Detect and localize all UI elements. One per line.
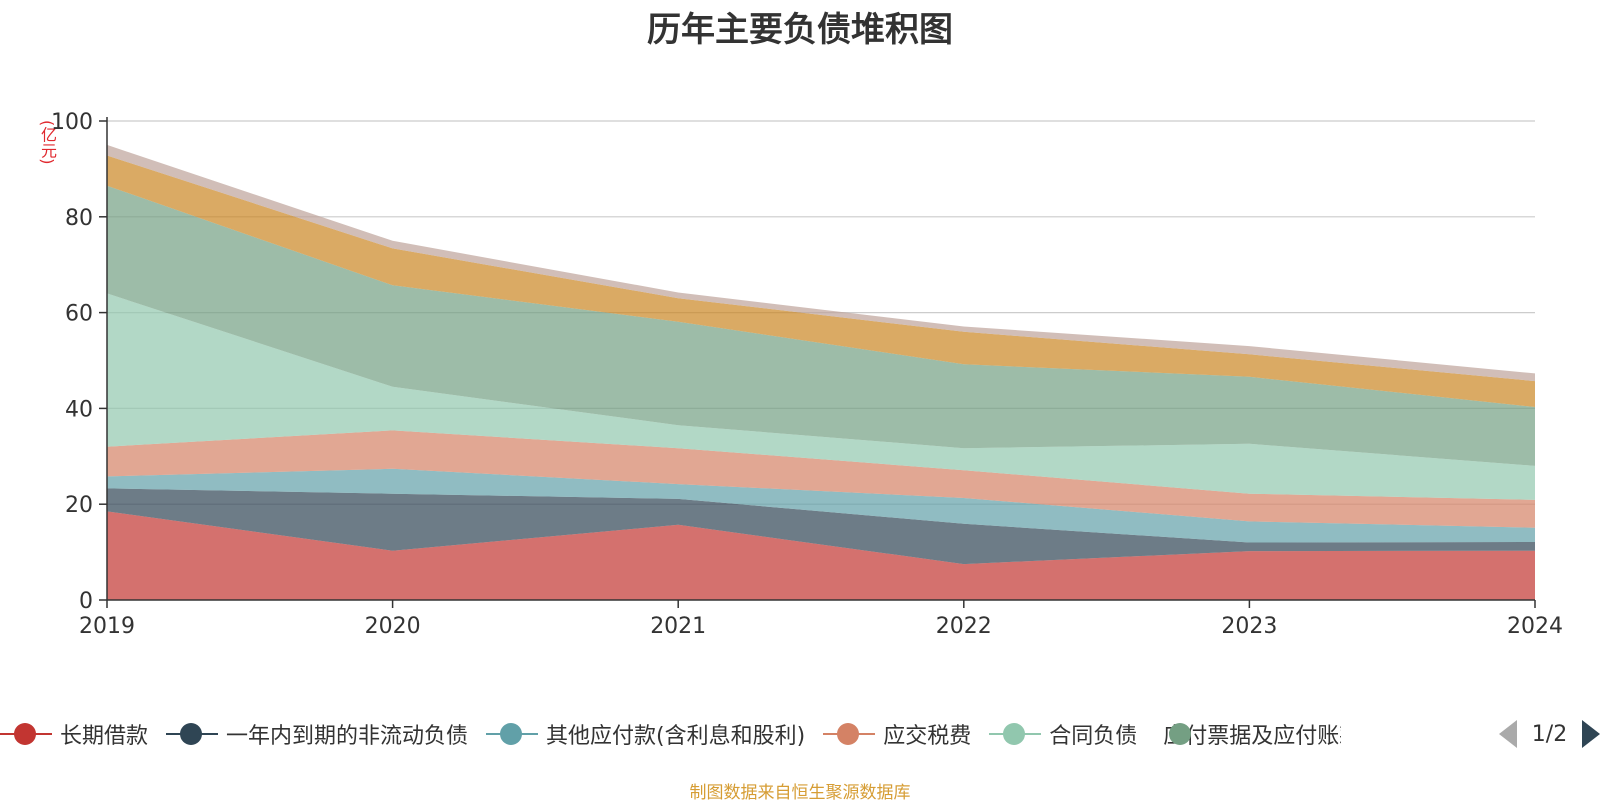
legend-label: 合同负债	[1049, 724, 1138, 749]
legend-marker-icon	[0, 722, 52, 746]
legend-marker-icon	[166, 722, 219, 746]
area-series-6[interactable]	[107, 155, 1535, 408]
legend-label: 一年内到期的非流动负债	[226, 724, 469, 749]
legend: 长期借款 一年内到期的非流动负债 其他应付款(含利息和股利) 应交税费 合同负债 应付票据…	[0, 716, 1600, 752]
legend-marker-icon	[989, 722, 1042, 746]
legend-label: 其他应付款(含利息和股利)	[546, 724, 806, 749]
area-series-5[interactable]	[107, 185, 1535, 466]
data-source-note: 制图数据来自恒生聚源数据库	[689, 783, 911, 803]
legend-item[interactable]: 应付票据及应付账款	[1155, 718, 1341, 750]
y-tick-label: 80	[65, 206, 93, 231]
area-series-0[interactable]	[107, 511, 1535, 600]
y-tick-label: 60	[65, 302, 93, 327]
x-tick-label: 2022	[936, 614, 992, 639]
legend-item[interactable]: 其他应付款(含利息和股利)	[486, 718, 805, 750]
y-axis-unit-label: (亿元)	[38, 120, 57, 165]
x-tick-label: 2024	[1507, 614, 1563, 639]
legend-page-indicator: 1/2	[1531, 721, 1568, 747]
y-tick-label: 20	[65, 493, 93, 518]
legend-item[interactable]: 应交税费	[823, 718, 971, 750]
legend-marker-icon	[823, 722, 876, 746]
chart-title: 历年主要负债堆积图	[647, 10, 953, 50]
y-tick-label: 40	[65, 397, 93, 422]
area-series-3[interactable]	[107, 430, 1535, 528]
x-tick-label: 2021	[650, 614, 706, 639]
legend-label: 应付票据及应付账款	[1163, 724, 1341, 749]
previous-page-icon[interactable]	[1499, 720, 1517, 748]
y-tick-label: 100	[51, 110, 93, 135]
area-series-4[interactable]	[107, 293, 1535, 500]
area-series	[107, 144, 1535, 600]
area-series-2[interactable]	[107, 468, 1535, 543]
axes: 0 20 40 60 80 100 2019 2020 2021 2022 2023 2024	[51, 110, 1563, 639]
next-page-icon[interactable]	[1582, 720, 1600, 748]
x-tick-label: 2020	[365, 614, 421, 639]
y-tick-label: 0	[79, 589, 93, 614]
legend-item[interactable]: 一年内到期的非流动负债	[166, 718, 468, 750]
legend-label: 长期借款	[60, 724, 149, 749]
legend-label: 应交税费	[883, 724, 972, 749]
legend-pager: 1/2	[1495, 716, 1600, 752]
x-tick-label: 2023	[1221, 614, 1277, 639]
area-series-1[interactable]	[107, 488, 1535, 565]
legend-marker-icon	[486, 722, 539, 746]
chart-plot: 0 20 40 60 80 100 2019 2020 2021 2022 2023 2024	[51, 110, 1563, 639]
legend-item[interactable]: 长期借款	[0, 718, 148, 750]
legend-item[interactable]: 合同负债	[989, 718, 1137, 750]
x-tick-label: 2019	[79, 614, 135, 639]
